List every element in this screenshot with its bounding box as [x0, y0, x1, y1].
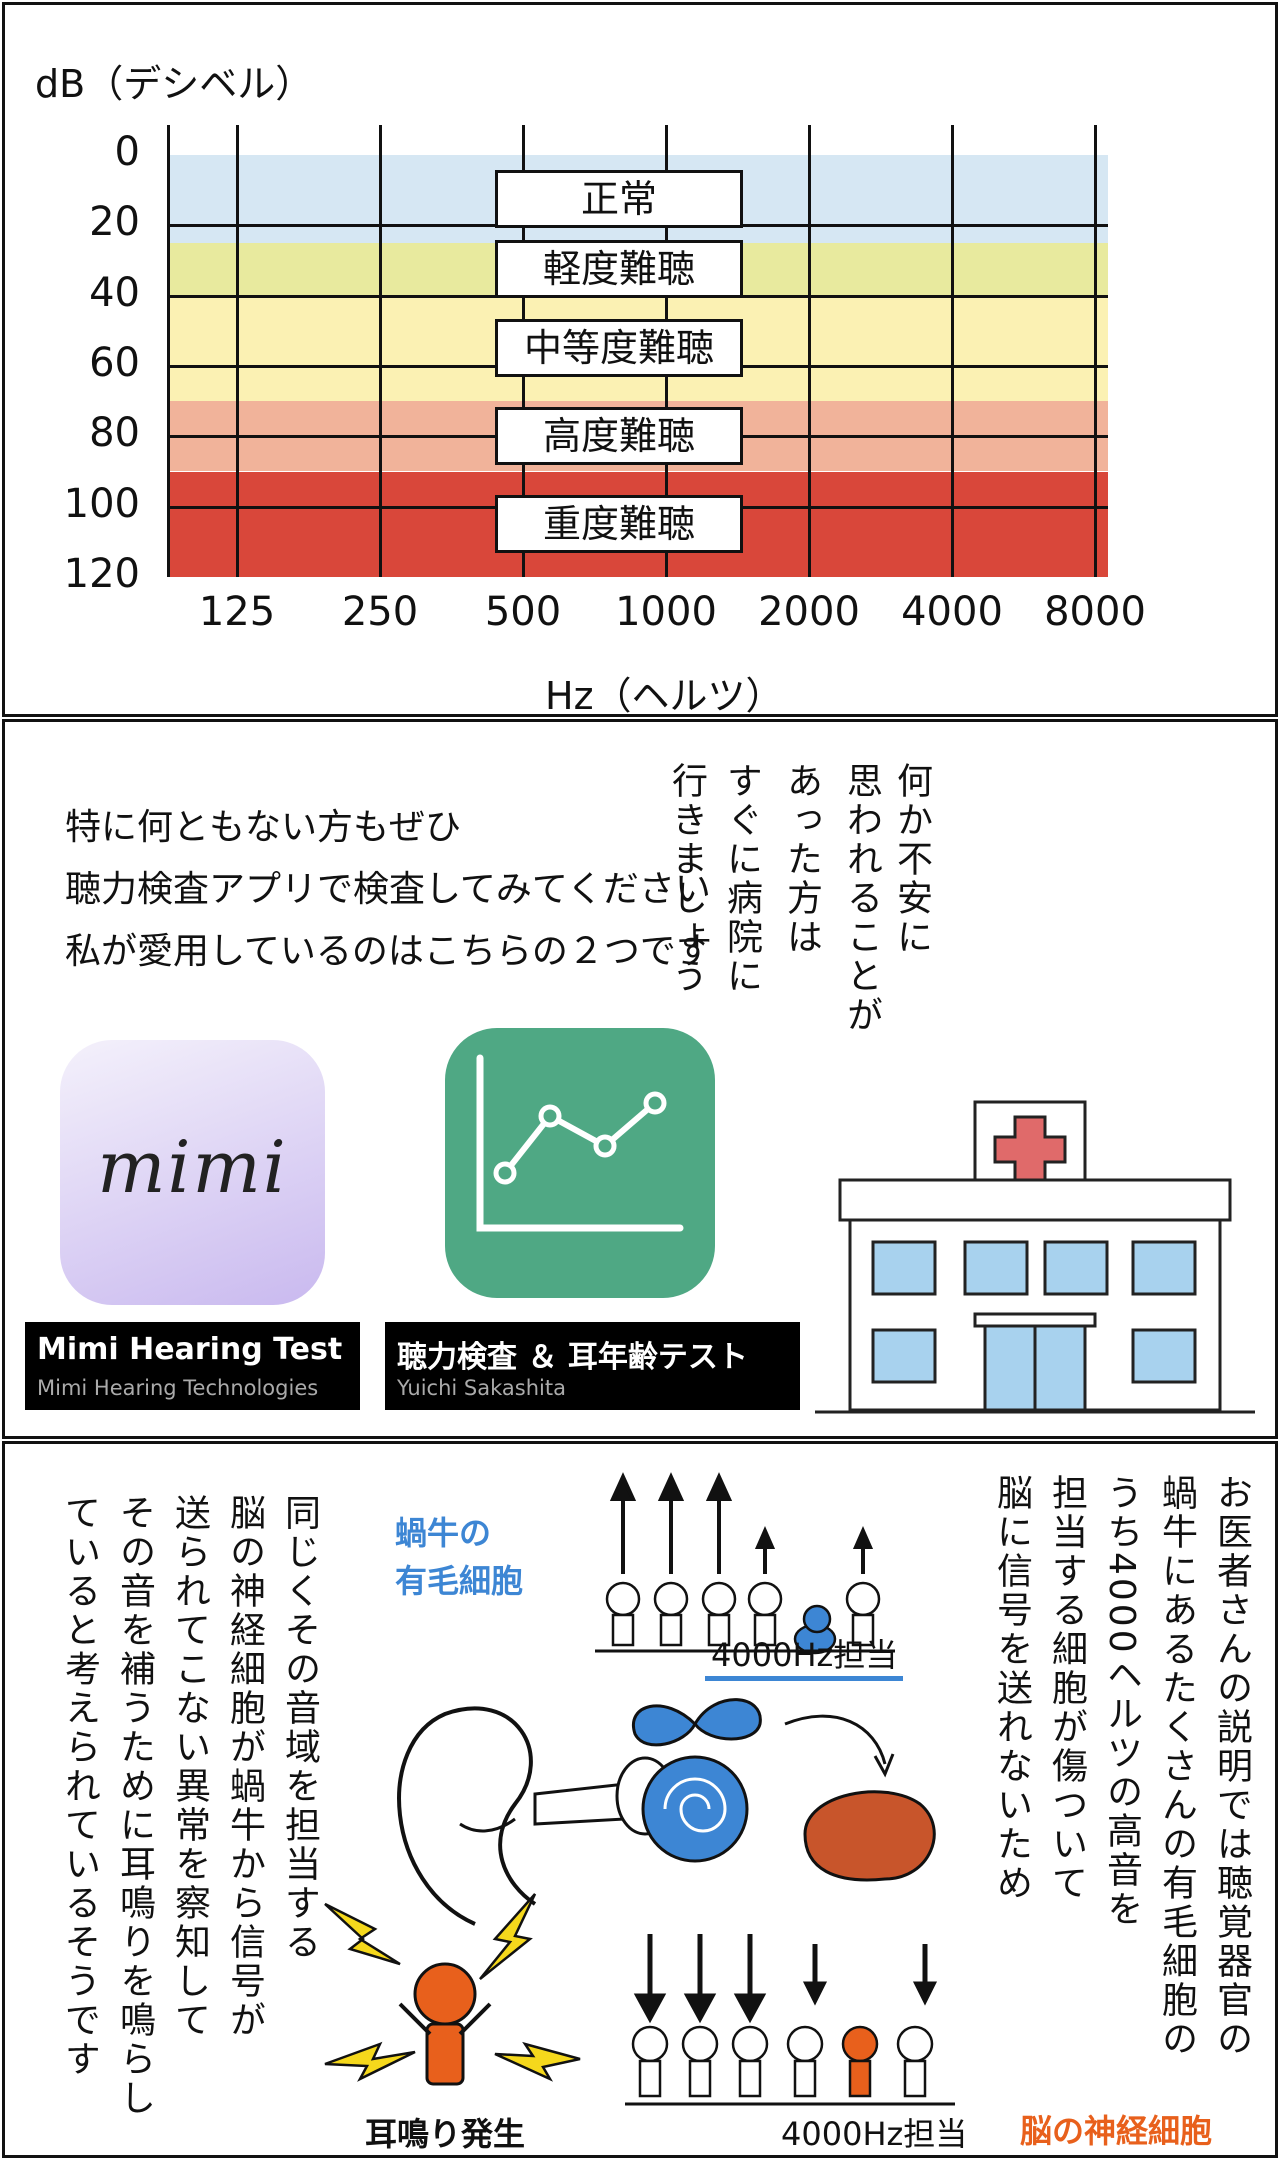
- chart-line-icon: [476, 1054, 684, 1232]
- audiogram-panel: dB（デシベル） 0 20 40 60 80 100 120 125 250 500 1000 200…: [2, 2, 1278, 717]
- y-tick-label: 60: [89, 340, 140, 386]
- hair-cells-label: 蝸牛の 有毛細胞: [395, 1509, 523, 1605]
- band-label-top: 4000Hz担当: [705, 1630, 904, 1681]
- x-tick-label: 250: [341, 589, 419, 635]
- y-tick-label: 40: [89, 269, 140, 316]
- grid-line-v: [808, 125, 811, 577]
- y-tick-label: 0: [114, 129, 140, 175]
- explain2-col-2: 脳の神経細胞が蝸牛から信号が: [224, 1494, 265, 2040]
- intro-line-3: 私が愛用しているのはこちらの２つです: [65, 931, 712, 972]
- explain-col-5: 脳に信号を送れないため: [991, 1474, 1032, 1903]
- mimi-logo-text: mimi: [97, 1125, 288, 1209]
- explain2-col-5: ていると考えられているそうです: [59, 1494, 100, 2079]
- y-tick-label: 80: [89, 410, 140, 457]
- grid-line-v: [1094, 125, 1097, 577]
- advice-col-1: 何か不安に: [891, 762, 932, 957]
- y-tick-label: 100: [63, 480, 140, 527]
- advice-col-3: あった方は: [781, 762, 822, 957]
- tinnitus-label: 耳鳴り発生: [365, 2115, 526, 2153]
- brain-icon: [803, 1790, 936, 1882]
- neurons-label: 脳の神経細胞: [1020, 2112, 1213, 2150]
- intro-line-1: 特に何ともない方もぜひ: [65, 807, 462, 848]
- grid-line-v: [236, 125, 239, 577]
- hospital-illustration: [815, 1100, 1255, 1414]
- band-label-4: 重度難聴: [495, 495, 743, 554]
- tinnitus-illustration: [324, 1893, 581, 2086]
- x-tick-label: 2000: [758, 589, 860, 635]
- y-axis-line: [167, 125, 170, 577]
- x-tick-label: 4000: [901, 589, 1003, 635]
- explain2-col-1: 同じくその音域を担当する: [279, 1494, 320, 1962]
- hair-cells-illustration: [595, 1472, 895, 1655]
- hearing-test-app-developer: Yuichi Sakashita: [397, 1376, 566, 1400]
- y-tick-label: 20: [89, 199, 140, 246]
- grid-line-v: [379, 125, 382, 577]
- x-tick-label: 500: [484, 589, 562, 635]
- apps-panel: 特に何ともない方もぜひ 聴力検査アプリで検査してみてください 私が愛用しているの…: [2, 719, 1278, 1439]
- neurons-illustration: [625, 1934, 955, 2106]
- ear-illustration: [397, 1698, 936, 1926]
- band-label-1: 軽度難聴: [495, 240, 743, 299]
- advice-col-2: 思われることが: [841, 762, 882, 1035]
- advice-col-5: 行きましょう: [666, 762, 707, 996]
- lightning-icon: [324, 1893, 581, 2082]
- grid-line-v: [951, 125, 954, 577]
- y-axis-title: dB（デシベル）: [35, 62, 314, 106]
- hearing-test-app-title: 聴力検査 ＆ 耳年齢テスト: [397, 1340, 748, 1375]
- hair-cells-label-1: 蝸牛の: [395, 1514, 492, 1552]
- x-tick-label: 125: [198, 589, 276, 635]
- explain-col-3: うち4000ヘルツの高音を: [1101, 1474, 1142, 1929]
- hearing-test-app-icon[interactable]: [445, 1028, 715, 1298]
- mimi-app-card[interactable]: Mimi Hearing Test Mimi Hearing Technolog…: [25, 1322, 360, 1410]
- y-tick-label: 120: [63, 551, 140, 597]
- explain2-col-4: その音を補うために耳鳴りを鳴らし: [114, 1494, 155, 2118]
- hearing-test-app-card[interactable]: 聴力検査 ＆ 耳年齢テスト Yuichi Sakashita: [385, 1322, 800, 1410]
- advice-col-4: すぐに病院に: [721, 762, 762, 996]
- mimi-app-developer: Mimi Hearing Technologies: [37, 1376, 319, 1400]
- band-label-2: 中等度難聴: [495, 319, 743, 378]
- explain-col-4: 担当する細胞が傷ついて: [1046, 1474, 1087, 1903]
- audiogram-chart: 0 20 40 60 80 100 120 125 250 500 1000 2000 4000 8000…: [5, 5, 1275, 714]
- explain2-col-3: 送られてこない異常を察知して: [169, 1494, 210, 2040]
- x-tick-label: 8000: [1044, 589, 1146, 635]
- mimi-app-title: Mimi Hearing Test: [37, 1332, 343, 1367]
- band-label-3: 高度難聴: [495, 407, 743, 466]
- band-label-0: 正常: [495, 169, 743, 228]
- cochlea-icon: [631, 1698, 762, 1863]
- hair-cells-label-2: 有毛細胞: [395, 1562, 524, 1600]
- mimi-app-icon[interactable]: mimi: [60, 1040, 325, 1305]
- explain-col-2: 蝸牛にあるたくさんの有毛細胞の: [1156, 1474, 1197, 2059]
- explain-col-1: お医者さんの説明では聴覚器官の: [1211, 1474, 1252, 2059]
- band-label-bottom: 4000Hz担当: [775, 2109, 973, 2155]
- intro-line-2: 聴力検査アプリで検査してみてください: [65, 869, 711, 910]
- x-tick-label: 1000: [615, 589, 717, 635]
- x-axis-title: Hz（ヘルツ）: [545, 674, 784, 717]
- tinnitus-panel: お医者さんの説明では聴覚器官の 蝸牛にあるたくさんの有毛細胞の うち4000ヘル…: [2, 1441, 1278, 2158]
